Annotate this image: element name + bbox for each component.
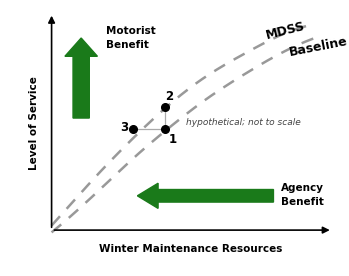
- Text: 1: 1: [169, 133, 177, 146]
- Text: 2: 2: [165, 90, 173, 103]
- Text: 3: 3: [120, 121, 128, 134]
- Text: Level of Service: Level of Service: [29, 76, 39, 169]
- Text: Winter Maintenance Resources: Winter Maintenance Resources: [99, 244, 282, 254]
- Text: Baseline: Baseline: [288, 35, 349, 59]
- Text: Motorist: Motorist: [106, 26, 156, 36]
- FancyArrow shape: [138, 183, 274, 208]
- Text: Benefit: Benefit: [106, 40, 149, 50]
- Text: Benefit: Benefit: [281, 197, 324, 206]
- FancyArrow shape: [65, 38, 97, 118]
- Text: Agency: Agency: [281, 183, 324, 193]
- Text: MDSS: MDSS: [265, 20, 307, 42]
- Text: hypothetical; not to scale: hypothetical; not to scale: [186, 118, 301, 127]
